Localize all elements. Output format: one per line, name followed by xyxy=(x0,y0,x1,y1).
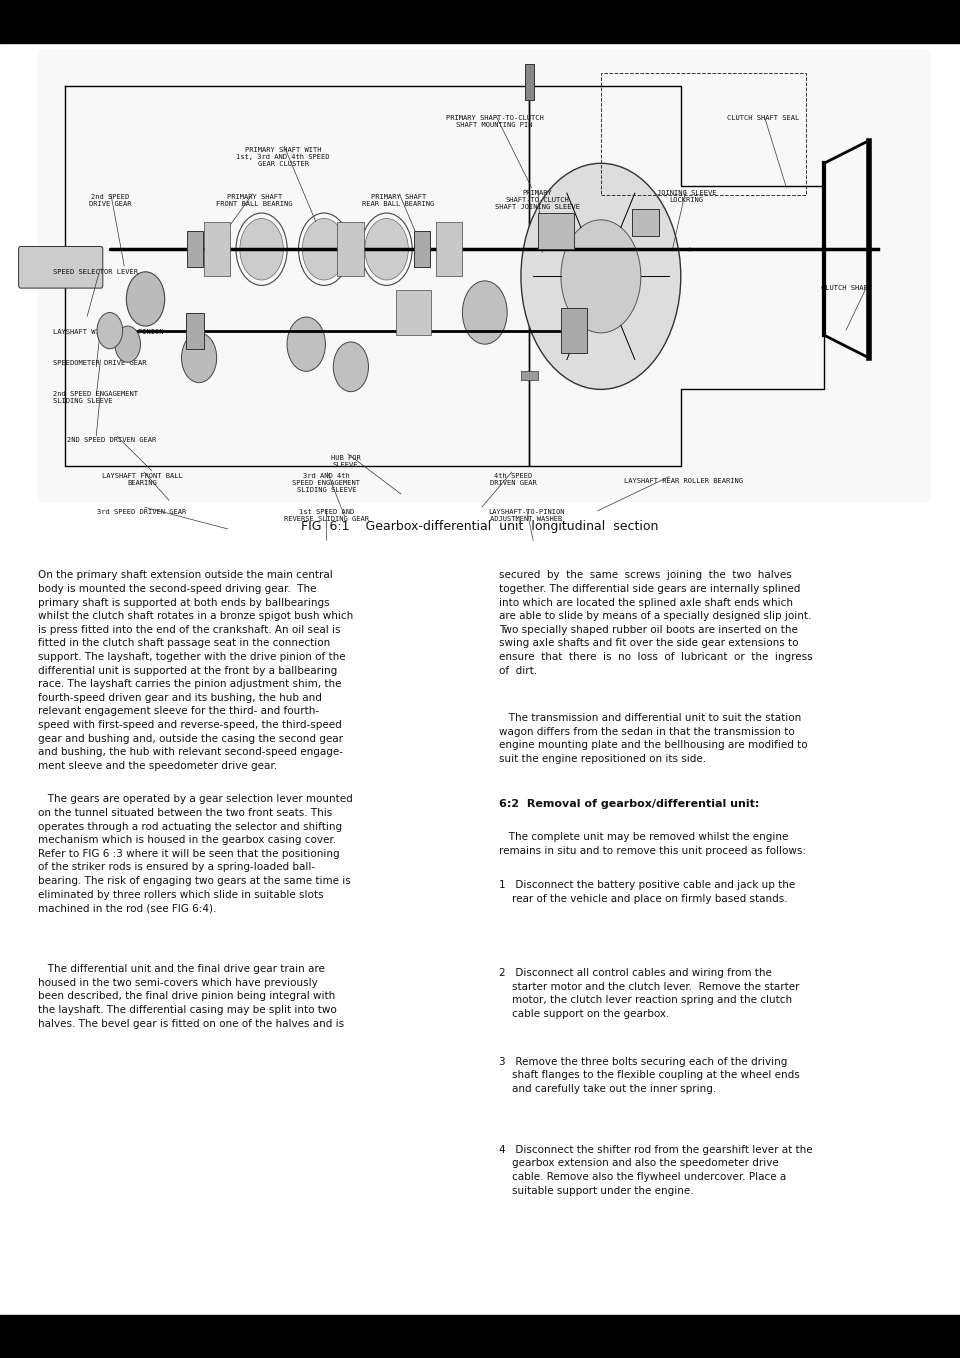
Circle shape xyxy=(521,163,681,390)
Text: The transmission and differential unit to suit the station
wagon differs from th: The transmission and differential unit t… xyxy=(499,713,807,763)
Text: LAYSHAFT WITH BEVEL PINION: LAYSHAFT WITH BEVEL PINION xyxy=(53,329,163,334)
Text: CLUTCH SHAFT: CLUTCH SHAFT xyxy=(821,285,872,291)
Text: PRIMARY SHAFT
REAR BALL BEARING: PRIMARY SHAFT REAR BALL BEARING xyxy=(362,194,435,208)
Circle shape xyxy=(287,316,325,371)
Text: PRIMARY SHAFT
FRONT BALL BEARING: PRIMARY SHAFT FRONT BALL BEARING xyxy=(216,194,293,208)
Bar xyxy=(436,223,463,277)
Text: LAYSHAFT-TO-PINION
ADJUSTMENT WASHER: LAYSHAFT-TO-PINION ADJUSTMENT WASHER xyxy=(488,509,564,523)
Circle shape xyxy=(240,219,283,280)
Text: 3rd AND 4th
SPEED ENGAGEMENT
SLIDING SLEEVE: 3rd AND 4th SPEED ENGAGEMENT SLIDING SLE… xyxy=(293,473,360,493)
Text: FIG  6:1    Gearbox-differential  unit  longitudinal  section: FIG 6:1 Gearbox-differential unit longit… xyxy=(301,520,659,534)
Circle shape xyxy=(302,219,346,280)
Circle shape xyxy=(365,219,408,280)
Text: 3   Remove the three bolts securing each of the driving
    shaft flanges to the: 3 Remove the three bolts securing each o… xyxy=(499,1057,800,1093)
Text: The gears are operated by a gear selection lever mounted
on the tunnel situated : The gears are operated by a gear selecti… xyxy=(38,794,353,913)
Text: PRIMARY SHAFT WITH
1st, 3rd AND 4th SPEED
GEAR CLUSTER: PRIMARY SHAFT WITH 1st, 3rd AND 4th SPEE… xyxy=(236,147,330,167)
Bar xyxy=(396,289,431,335)
Bar xyxy=(338,223,364,277)
Circle shape xyxy=(127,272,165,326)
Circle shape xyxy=(561,220,641,333)
Text: secured  by  the  same  screws  joining  the  two  halves
together. The differen: secured by the same screws joining the t… xyxy=(499,570,813,675)
Text: The complete unit may be removed whilst the engine
remains in situ and to remove: The complete unit may be removed whilst … xyxy=(499,832,806,856)
Text: LAYSHAFT FRONT BALL
BEARING: LAYSHAFT FRONT BALL BEARING xyxy=(102,473,182,486)
Bar xyxy=(415,231,430,268)
Text: HUB FOR
SLEEVE: HUB FOR SLEEVE xyxy=(331,455,360,469)
Text: 4th SPEED
DRIVEN GEAR: 4th SPEED DRIVEN GEAR xyxy=(491,473,537,486)
Bar xyxy=(0,0,960,43)
Bar xyxy=(601,73,806,196)
Circle shape xyxy=(181,333,217,383)
FancyBboxPatch shape xyxy=(18,247,103,288)
Text: 3rd SPEED DRIVEN GEAR: 3rd SPEED DRIVEN GEAR xyxy=(98,509,186,515)
Text: 4   Disconnect the shifter rod from the gearshift lever at the
    gearbox exten: 4 Disconnect the shifter rod from the ge… xyxy=(499,1145,813,1195)
Text: CLUTCH SHAFT SEAL: CLUTCH SHAFT SEAL xyxy=(727,115,800,121)
Text: 1st SPEED AND
REVERSE SLIDING GEAR: 1st SPEED AND REVERSE SLIDING GEAR xyxy=(284,509,369,523)
Bar xyxy=(38,50,931,502)
Circle shape xyxy=(97,312,123,349)
Bar xyxy=(0,1315,960,1358)
Text: 2nd SPEED
DRIVE GEAR: 2nd SPEED DRIVE GEAR xyxy=(89,194,132,208)
Text: SPEED SELECTOR LEVER: SPEED SELECTOR LEVER xyxy=(53,269,138,274)
Text: PRIMARY SHAFT-TO-CLUTCH
SHAFT MOUNTING PIN: PRIMARY SHAFT-TO-CLUTCH SHAFT MOUNTING P… xyxy=(445,115,543,129)
Text: On the primary shaft extension outside the main central
body is mounted the seco: On the primary shaft extension outside t… xyxy=(38,570,353,771)
Text: 2   Disconnect all control cables and wiring from the
    starter motor and the : 2 Disconnect all control cables and wiri… xyxy=(499,968,800,1018)
Text: 66: 66 xyxy=(38,1321,54,1335)
Text: SPEEDOMETER DRIVE GEAR: SPEEDOMETER DRIVE GEAR xyxy=(53,360,146,365)
Text: LAYSHAFT REAR ROLLER BEARING: LAYSHAFT REAR ROLLER BEARING xyxy=(624,478,743,483)
Bar xyxy=(525,64,534,100)
Text: 1   Disconnect the battery positive cable and jack up the
    rear of the vehicl: 1 Disconnect the battery positive cable … xyxy=(499,880,796,903)
Bar xyxy=(632,209,659,236)
Text: 6:2  Removal of gearbox/differential unit:: 6:2 Removal of gearbox/differential unit… xyxy=(499,799,759,808)
Bar xyxy=(185,312,204,349)
Bar xyxy=(520,371,539,380)
Bar xyxy=(204,223,230,277)
Circle shape xyxy=(115,326,140,363)
Circle shape xyxy=(333,342,369,391)
Text: carmanualsonline.info: carmanualsonline.info xyxy=(695,1336,803,1347)
Circle shape xyxy=(463,281,507,344)
Text: The differential unit and the final drive gear train are
housed in the two semi-: The differential unit and the final driv… xyxy=(38,964,345,1028)
Text: 2ND SPEED DRIVEN GEAR: 2ND SPEED DRIVEN GEAR xyxy=(67,437,156,443)
Text: JOINING SLEEVE
LOCKRING: JOINING SLEEVE LOCKRING xyxy=(657,190,716,204)
Bar xyxy=(539,213,574,250)
Text: PRIMARY
SHAFT-TO-CLUTCH
SHAFT JOINING SLEEVE: PRIMARY SHAFT-TO-CLUTCH SHAFT JOINING SL… xyxy=(495,190,580,210)
Text: 2nd SPEED ENGAGEMENT
SLIDING SLEEVE: 2nd SPEED ENGAGEMENT SLIDING SLEEVE xyxy=(53,391,138,405)
Bar xyxy=(186,231,203,268)
Bar xyxy=(561,308,588,353)
